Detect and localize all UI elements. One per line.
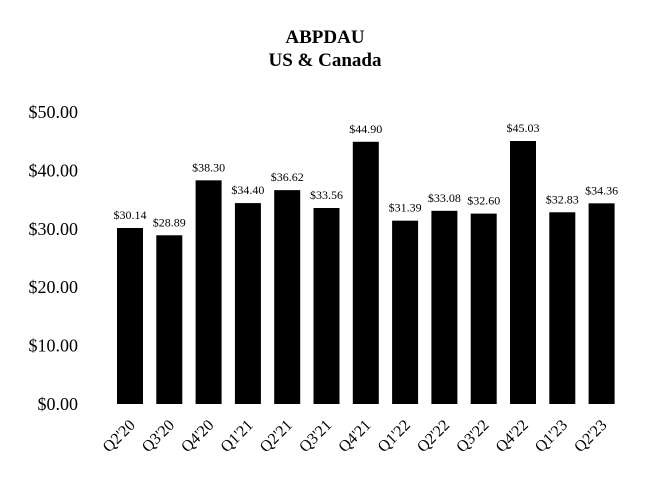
bar xyxy=(234,203,261,404)
bar xyxy=(431,210,458,404)
bar xyxy=(470,213,497,404)
bar xyxy=(549,212,576,404)
y-tick-label: $10.00 xyxy=(29,336,79,356)
x-tick-label: Q4'20 xyxy=(178,417,217,456)
data-label: $45.03 xyxy=(507,121,540,135)
x-axis: Q2'20 Q3'20 Q4'20 Q1'21 Q2'21 Q3'21 Q4'21 Q1'22… xyxy=(100,417,611,456)
data-label: $34.36 xyxy=(585,183,618,197)
y-axis: $0.00 $10.00 $20.00 $30.00 $40.00 $50.00 xyxy=(29,102,79,414)
y-tick-label: $20.00 xyxy=(29,277,79,297)
data-label: $30.14 xyxy=(114,208,147,222)
data-label: $38.30 xyxy=(192,160,225,174)
chart-title: ABPDAU xyxy=(285,27,365,48)
data-label: $34.40 xyxy=(231,183,264,197)
chart-title-block: ABPDAU US & Canada xyxy=(0,26,650,72)
bar xyxy=(156,235,183,404)
x-tick-label: Q1'23 xyxy=(532,417,571,456)
bar xyxy=(313,208,340,404)
bar xyxy=(352,141,379,404)
bar xyxy=(588,203,615,404)
x-tick-label: Q4'22 xyxy=(493,417,532,456)
bars xyxy=(117,141,615,405)
y-tick-label: $30.00 xyxy=(29,219,79,239)
bar xyxy=(195,180,222,404)
y-tick-label: $0.00 xyxy=(38,394,79,414)
data-label: $31.39 xyxy=(389,201,422,215)
chart-subtitle: US & Canada xyxy=(268,50,382,71)
x-tick-label: Q2'20 xyxy=(100,417,139,456)
data-label: $32.60 xyxy=(467,194,500,208)
x-tick-label: Q3'20 xyxy=(139,417,178,456)
bar xyxy=(510,141,536,405)
bar xyxy=(274,190,301,404)
x-tick-label: Q4'21 xyxy=(335,417,374,456)
y-tick-label: $40.00 xyxy=(29,160,79,180)
data-label: $44.90 xyxy=(349,122,382,136)
data-label: $36.62 xyxy=(271,170,304,184)
y-tick-label: $50.00 xyxy=(29,102,79,122)
x-tick-label: Q1'21 xyxy=(218,417,257,456)
x-tick-label: Q1'22 xyxy=(375,417,414,456)
x-tick-label: Q3'22 xyxy=(453,417,492,456)
data-label: $32.83 xyxy=(546,192,579,206)
x-tick-label: Q3'21 xyxy=(296,417,335,456)
data-label: $33.08 xyxy=(428,191,461,205)
x-tick-label: Q2'23 xyxy=(571,417,610,456)
data-label: $33.56 xyxy=(310,188,343,202)
data-label: $28.89 xyxy=(153,215,186,229)
data-labels: $30.14 $28.89 $38.30 $34.40 $36.62 $33.56 $44.… xyxy=(114,121,619,229)
bar xyxy=(117,227,143,404)
x-tick-label: Q2'22 xyxy=(414,417,453,456)
bar xyxy=(392,220,419,404)
x-tick-label: Q2'21 xyxy=(257,417,296,456)
